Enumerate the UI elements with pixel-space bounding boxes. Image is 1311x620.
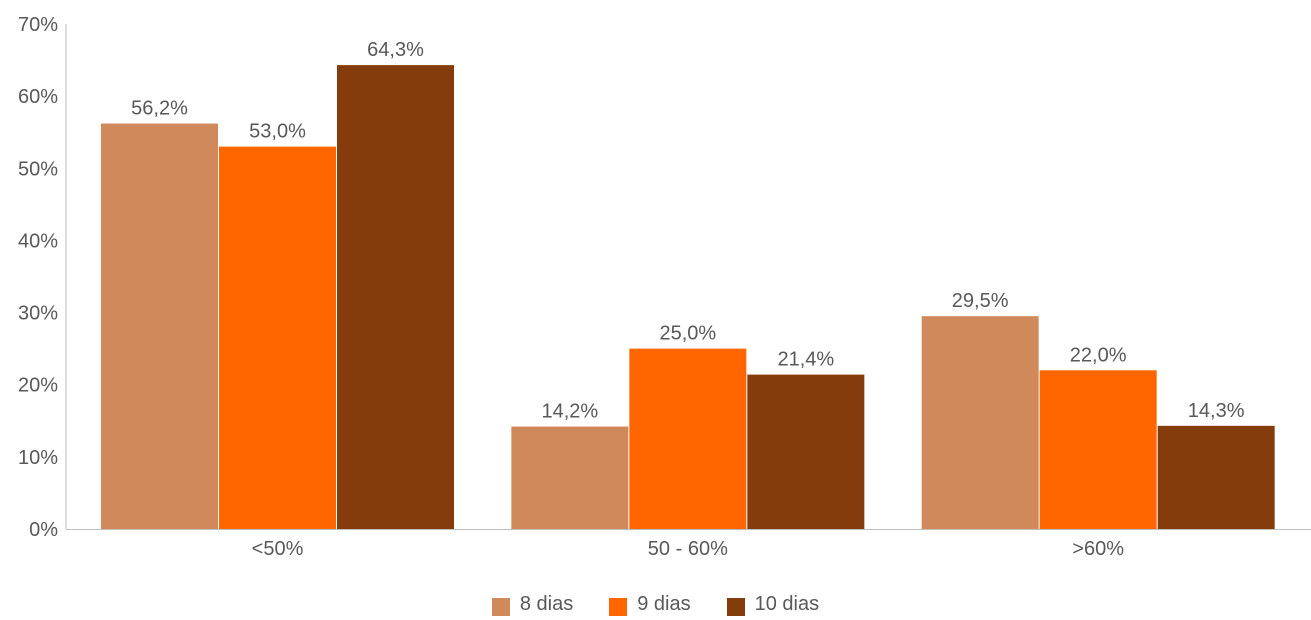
legend: 8 dias 9 dias 10 dias <box>0 592 1311 616</box>
data-label: 56,2% <box>131 98 188 120</box>
legend-swatch-9-dias <box>609 598 628 616</box>
y-tick-label: 60% <box>18 86 58 108</box>
x-tick-label: >60% <box>1072 538 1124 560</box>
bar <box>219 146 336 529</box>
y-tick-label: 20% <box>18 375 58 397</box>
data-label: 14,2% <box>541 401 598 423</box>
bar <box>511 426 629 529</box>
data-label: 25,0% <box>659 323 716 345</box>
data-labels: 56,2% 53,0% 64,3% 14,2% 25,0% 21,4% 29,5% 22,0%… <box>131 39 1245 422</box>
x-tick-label: <50% <box>252 538 304 560</box>
x-tick-label: 50 - 60% <box>648 538 728 560</box>
y-tick-label: 40% <box>18 230 58 252</box>
bar <box>921 316 1039 529</box>
legend-item-9-dias: 9 dias <box>609 592 691 616</box>
data-label: 21,4% <box>777 349 834 371</box>
bar <box>101 123 218 530</box>
data-label: 22,0% <box>1070 344 1127 366</box>
legend-swatch-10-dias <box>726 598 745 616</box>
y-tick-label: 0% <box>29 519 58 541</box>
bars <box>101 65 1275 530</box>
y-tick-label: 30% <box>18 303 58 325</box>
bar-chart: 0% 10% 20% 30% 40% 50% 60% 70% 56,2% 53,0% 64,3% 1… <box>18 14 1311 560</box>
data-label: 64,3% <box>367 39 424 61</box>
x-axis-ticks: <50% 50 - 60% >60% <box>252 538 1125 560</box>
legend-label: 8 dias <box>519 593 574 615</box>
legend-item-10-dias: 10 dias <box>726 592 820 616</box>
data-label: 29,5% <box>952 290 1009 312</box>
y-axis-ticks: 0% 10% 20% 30% 40% 50% 60% 70% <box>18 14 58 541</box>
axes <box>65 24 1311 530</box>
bar <box>629 348 747 529</box>
bar <box>1039 370 1157 529</box>
bar <box>1157 425 1275 529</box>
y-tick-label: 50% <box>18 158 58 180</box>
legend-label: 9 dias <box>637 593 691 615</box>
data-label: 53,0% <box>249 121 306 143</box>
legend-label: 10 dias <box>754 593 820 615</box>
bar <box>747 374 865 529</box>
bar <box>337 65 454 529</box>
legend-item-8-dias: 8 dias <box>491 592 574 616</box>
y-tick-label: 10% <box>18 447 58 469</box>
data-label: 14,3% <box>1188 400 1245 422</box>
legend-swatch-8-dias <box>491 598 510 616</box>
y-tick-label: 70% <box>18 14 58 36</box>
